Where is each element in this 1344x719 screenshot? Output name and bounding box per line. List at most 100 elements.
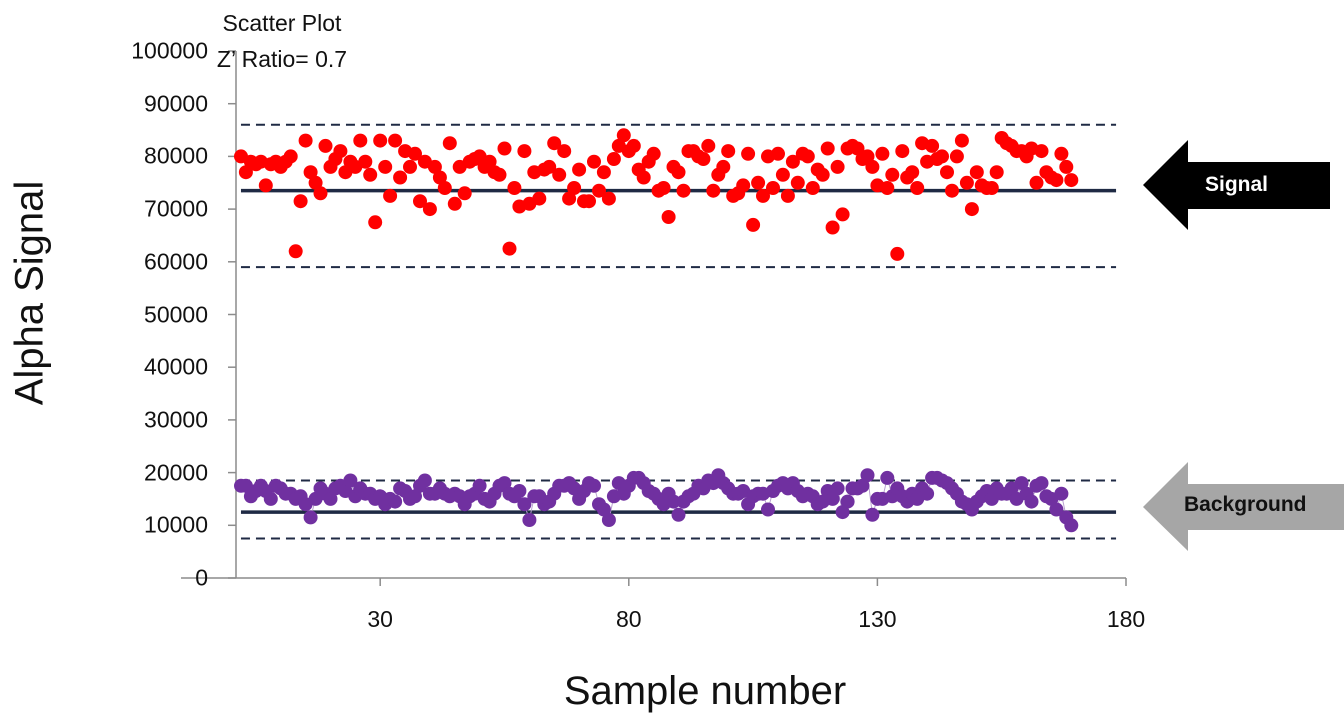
background-point bbox=[472, 478, 487, 493]
background-point bbox=[1054, 486, 1069, 501]
signal-point bbox=[298, 133, 313, 148]
background-point bbox=[497, 476, 512, 491]
signal-point bbox=[805, 181, 820, 195]
signal-point bbox=[880, 181, 895, 195]
background-point bbox=[840, 494, 855, 509]
signal-point bbox=[388, 133, 403, 148]
y-tick-label: 50000 bbox=[144, 301, 208, 327]
signal-point bbox=[517, 144, 532, 159]
y-tick-label: 20000 bbox=[144, 459, 208, 486]
signal-point bbox=[368, 215, 383, 230]
signal-point bbox=[989, 165, 1004, 180]
signal-point bbox=[288, 244, 303, 259]
background-point bbox=[666, 494, 681, 509]
signal-point bbox=[492, 167, 507, 182]
signal-point bbox=[393, 170, 408, 185]
y-tick-label: 10000 bbox=[144, 511, 208, 538]
signal-point bbox=[442, 136, 457, 151]
signal-point bbox=[437, 181, 452, 195]
signal-point bbox=[502, 241, 517, 256]
annotation-arrows bbox=[1143, 140, 1344, 551]
y-tick-label: 40000 bbox=[144, 353, 208, 380]
chart-title: Scatter Plot bbox=[222, 10, 342, 36]
background-point bbox=[303, 510, 318, 525]
signal-point bbox=[1029, 175, 1044, 190]
background-point bbox=[865, 507, 880, 522]
signal-point bbox=[895, 144, 910, 159]
signal-point bbox=[457, 186, 472, 201]
background-arrow-icon bbox=[1143, 462, 1344, 551]
signal-point bbox=[910, 181, 925, 195]
background-point bbox=[880, 470, 895, 485]
signal-point bbox=[283, 149, 298, 164]
y-tick-label: 70000 bbox=[144, 195, 208, 222]
signal-point bbox=[701, 138, 716, 153]
signal-point bbox=[532, 191, 547, 206]
x-axis-label: Sample number bbox=[563, 669, 847, 713]
signal-point bbox=[771, 146, 785, 161]
chart-subtitle: Z’ Ratio= 0.7 bbox=[216, 46, 348, 72]
background-point bbox=[601, 513, 616, 527]
signal-point bbox=[587, 154, 601, 169]
signal-point bbox=[1059, 159, 1074, 174]
signal-point bbox=[945, 183, 959, 198]
signal-point bbox=[875, 146, 890, 161]
signal-point bbox=[507, 181, 522, 195]
background-point bbox=[920, 486, 935, 501]
signal-point bbox=[736, 178, 751, 193]
background-point bbox=[522, 513, 537, 527]
signal-point bbox=[780, 188, 795, 203]
signal-point bbox=[636, 170, 651, 185]
signal-point bbox=[706, 183, 721, 198]
signal-point bbox=[721, 144, 736, 159]
signal-point bbox=[572, 162, 587, 177]
background-point bbox=[323, 491, 338, 506]
signal-point bbox=[308, 175, 323, 190]
signal-point bbox=[830, 159, 845, 174]
signal-point bbox=[408, 146, 422, 161]
background-point bbox=[1024, 494, 1039, 509]
signal-point bbox=[1064, 173, 1079, 188]
y-tick-label: 0 bbox=[195, 564, 208, 591]
signal-point bbox=[333, 144, 348, 159]
signal-point bbox=[403, 159, 417, 174]
signal-point bbox=[313, 186, 328, 201]
signal-point bbox=[860, 149, 875, 164]
signal-point bbox=[949, 149, 964, 164]
signal-point bbox=[552, 167, 567, 182]
signal-point bbox=[885, 167, 900, 182]
signal-point bbox=[542, 159, 557, 174]
signal-point bbox=[557, 144, 572, 159]
background-series bbox=[234, 468, 1079, 533]
background-point bbox=[835, 505, 850, 520]
signal-point bbox=[378, 159, 393, 174]
signal-point bbox=[800, 149, 815, 164]
y-axis-label: Alpha Signal bbox=[7, 180, 52, 406]
signal-point bbox=[820, 141, 835, 156]
background-point bbox=[517, 497, 532, 512]
signal-point bbox=[954, 133, 969, 148]
background-point bbox=[860, 468, 875, 483]
background-point bbox=[263, 491, 278, 506]
y-tick-label: 80000 bbox=[144, 142, 208, 169]
background-point bbox=[417, 473, 432, 488]
signal-point bbox=[318, 138, 333, 153]
x-tick-label: 180 bbox=[1106, 606, 1146, 632]
background-point bbox=[830, 481, 845, 496]
signal-point bbox=[592, 183, 606, 198]
y-tick-label: 100000 bbox=[131, 37, 208, 64]
signal-point bbox=[865, 159, 880, 174]
x-tick-label: 80 bbox=[615, 606, 642, 632]
signal-point bbox=[661, 210, 676, 224]
signal-point bbox=[1034, 144, 1049, 159]
signal-point bbox=[984, 181, 999, 195]
y-tick-label: 90000 bbox=[144, 90, 208, 117]
background-point bbox=[761, 502, 775, 517]
signal-point bbox=[925, 138, 940, 153]
signal-point bbox=[671, 165, 686, 180]
background-arrow-label: Background bbox=[1184, 493, 1307, 516]
signal-point bbox=[835, 207, 850, 222]
signal-point bbox=[746, 217, 761, 232]
background-point bbox=[671, 507, 686, 522]
signal-point bbox=[940, 165, 954, 180]
